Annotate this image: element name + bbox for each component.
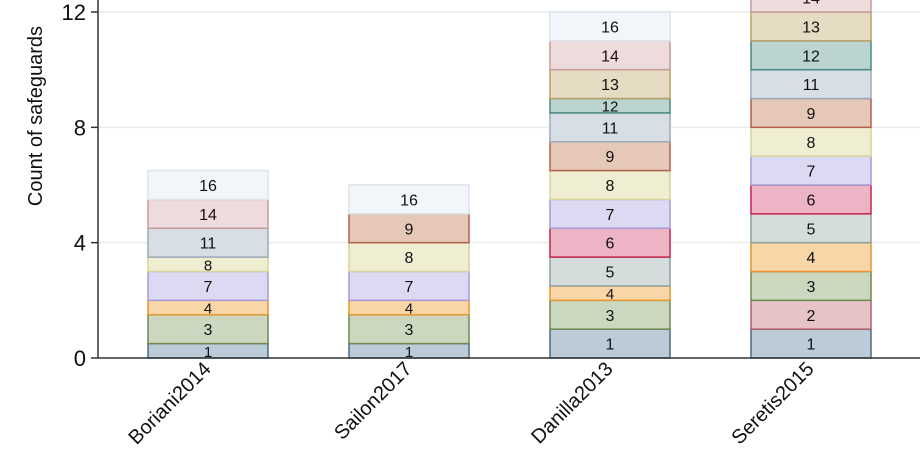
bar-segment [750, 299, 872, 330]
segment-label: 7 [204, 279, 213, 296]
bar-stack: 1 3 4 7 8 11 14 16 [147, 169, 269, 361]
segment-label: 14 [802, 0, 820, 8]
segment-label: 16 [400, 192, 418, 209]
bar-segment [549, 11, 671, 42]
bar-segment [348, 270, 470, 302]
segment-label: 1 [606, 337, 615, 354]
bar-segment [549, 227, 671, 258]
bar-segment [750, 126, 872, 157]
bar-segment [549, 112, 671, 143]
segment-label: 13 [802, 19, 820, 36]
bar-segment [750, 11, 872, 42]
segment-label: 4 [405, 301, 413, 318]
segment-label: 14 [199, 207, 217, 224]
segment-label: 14 [601, 48, 619, 65]
segment-label: 7 [807, 164, 816, 181]
segment-label: 4 [204, 301, 212, 318]
x-tick-label: Danilla2013 [527, 358, 617, 448]
segment-label: 3 [807, 279, 816, 296]
segment-label: 3 [405, 322, 414, 339]
segment-label: 3 [204, 322, 213, 339]
bar-segment [348, 213, 470, 244]
bar-segment [348, 184, 470, 215]
bars: 1347811141613478916134567891112131416123… [147, 0, 872, 361]
bar-segment [750, 213, 872, 244]
segment-label: 7 [405, 279, 414, 296]
segment-label: 1 [807, 337, 816, 354]
segment-label: 11 [803, 77, 820, 94]
segment-label: 9 [807, 106, 816, 123]
y-tick-label: 8 [74, 115, 86, 140]
segment-label: 8 [807, 135, 816, 152]
segment-label: 11 [200, 236, 217, 253]
segment-label: 6 [606, 236, 615, 253]
segment-label: 8 [606, 178, 615, 195]
bar-segment [750, 0, 872, 13]
segment-label: 4 [807, 250, 816, 267]
bar-stack: 12345678911121314 [750, 0, 872, 359]
bar-segment [549, 68, 671, 100]
bar-segment [750, 97, 872, 129]
segment-label: 9 [405, 221, 414, 238]
y-tick-label: 4 [74, 231, 86, 256]
bar-segment [750, 155, 872, 186]
segment-label: 8 [405, 250, 414, 267]
bar-segment [549, 256, 671, 287]
y-tick-label: 0 [74, 346, 86, 371]
bar-segment [147, 198, 269, 230]
segment-label: 7 [606, 207, 615, 224]
x-tick-label: Sailon2017 [330, 358, 416, 444]
y-axis-label: Count of safeguards [25, 26, 47, 206]
segment-label: 13 [601, 77, 619, 94]
segment-label: 5 [606, 265, 615, 282]
bar-segment [750, 270, 872, 302]
segment-label: 11 [602, 120, 619, 137]
bar-segment [750, 40, 872, 71]
segment-label: 16 [601, 19, 619, 36]
segment-label: 6 [807, 192, 816, 209]
y-tick-label: 12 [62, 0, 86, 25]
x-tick-label: Boriani2014 [124, 358, 215, 449]
bar-stack: 1 3 4 7 8 9 16 [348, 184, 470, 361]
segment-label: 12 [802, 48, 820, 65]
bar-segment [147, 169, 269, 201]
segment-label: 12 [602, 99, 619, 116]
bar-segment [549, 198, 671, 230]
segment-label: 8 [204, 257, 212, 274]
segment-label: 9 [606, 149, 615, 166]
x-tick-label: Seretis2015 [727, 358, 818, 449]
segment-label: 1 [405, 344, 413, 361]
segment-label: 16 [199, 178, 217, 195]
bar-segment [348, 241, 470, 273]
bar-segment [348, 314, 470, 345]
segment-label: 1 [204, 344, 212, 361]
bar-segment [750, 184, 872, 215]
segment-label: 3 [606, 308, 615, 325]
segment-label: 5 [807, 221, 816, 238]
segment-label: 4 [606, 286, 614, 303]
bar-segment [549, 328, 671, 359]
segment-label: 2 [807, 308, 816, 325]
